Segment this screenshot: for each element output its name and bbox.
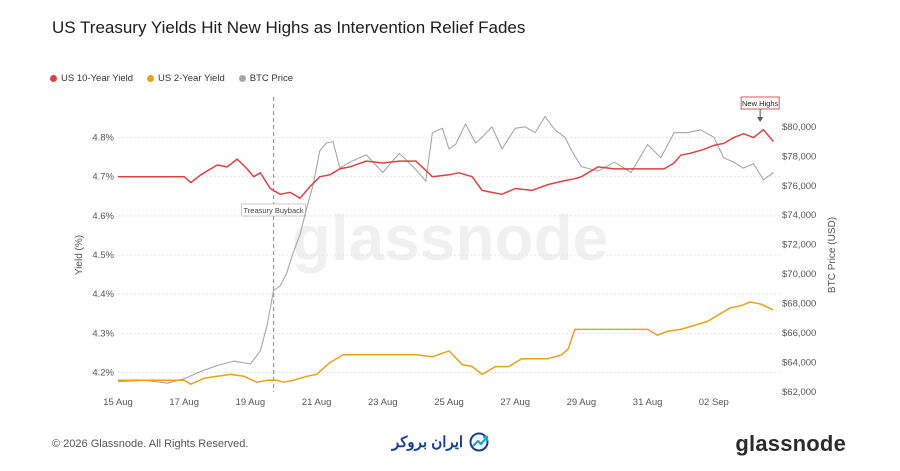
x-tick-label: 23 Aug	[368, 397, 398, 408]
legend-item-btc[interactable]: BTC Price	[238, 73, 294, 84]
left-tick-label: 4.4%	[92, 289, 114, 300]
right-tick-label: $62,000	[782, 387, 816, 398]
right-tick-label: $70,000	[782, 269, 816, 280]
right-axis-ticks: $62,000 $64,000 $66,000 $68,000 $70,000 $72,0…	[782, 122, 816, 398]
legend-dot-btc	[238, 75, 246, 82]
partner-logo[interactable]: ایران بروکر	[392, 432, 491, 452]
trend-arrow-icon	[469, 432, 489, 452]
series-lines	[117, 115, 774, 385]
annotations: Treasury Buyback New Highs	[241, 96, 780, 392]
annotation-arrowhead-new-highs	[757, 117, 764, 122]
annotation-label-new-highs: New Highs	[742, 99, 779, 108]
right-tick-label: $64,000	[782, 358, 816, 369]
x-tick-label: 02 Sep	[699, 397, 729, 408]
series-line-us-2-year-yield	[118, 301, 774, 385]
left-tick-label: 4.6%	[92, 211, 114, 222]
x-tick-label: 31 Aug	[633, 397, 663, 408]
left-tick-label: 4.8%	[92, 133, 114, 144]
left-tick-label: 4.7%	[92, 172, 114, 183]
x-tick-label: 19 Aug	[236, 397, 266, 408]
x-tick-label: 15 Aug	[103, 397, 133, 408]
right-tick-label: $80,000	[782, 122, 816, 133]
legend-label-10y: US 10-Year Yield	[61, 73, 134, 84]
right-axis-label: BTC Price (USD)	[827, 217, 838, 293]
left-axis-label: Yield (%)	[74, 235, 85, 275]
x-tick-label: 25 Aug	[434, 397, 464, 408]
legend-label-btc: BTC Price	[249, 73, 294, 84]
watermark-text: glassnode	[292, 202, 609, 274]
right-tick-label: $76,000	[782, 181, 816, 192]
x-tick-label: 27 Aug	[500, 397, 530, 408]
x-tick-label: 17 Aug	[169, 397, 199, 408]
series-line-btc-price	[117, 115, 774, 384]
series-line-us-10-year-yield	[118, 128, 774, 199]
right-tick-label: $72,000	[782, 240, 816, 251]
x-axis-ticks: 15 Aug 17 Aug 19 Aug 21 Aug 23 Aug 25 Aug 27 A…	[103, 397, 729, 408]
glassnode-logo[interactable]: glassnode	[735, 431, 846, 456]
legend-item-2y[interactable]: US 2-Year Yield	[147, 73, 225, 84]
right-tick-label: $78,000	[782, 151, 816, 162]
right-tick-label: $68,000	[782, 299, 816, 310]
legend-label-2y: US 2-Year Yield	[158, 73, 225, 84]
copyright-text: © 2026 Glassnode. All Rights Reserved.	[52, 438, 249, 450]
annotation-box-treasury-buyback	[241, 203, 306, 217]
legend-item-10y[interactable]: US 10-Year Yield	[50, 73, 133, 84]
annotation-label-treasury-buyback: Treasury Buyback	[243, 206, 303, 215]
left-tick-label: 4.5%	[92, 250, 114, 261]
left-tick-label: 4.2%	[92, 367, 114, 378]
x-tick-label: 21 Aug	[302, 397, 332, 408]
legend-dot-2y	[147, 75, 155, 82]
legend-dot-10y	[50, 75, 57, 82]
right-tick-label: $66,000	[782, 328, 816, 339]
legend: US 10-Year Yield US 2-Year Yield BTC Pri…	[50, 73, 293, 84]
chart-title: US Treasury Yields Hit New Highs as Inte…	[52, 18, 526, 37]
right-tick-label: $74,000	[782, 210, 816, 221]
left-tick-label: 4.3%	[92, 328, 114, 339]
x-tick-label: 29 Aug	[567, 397, 597, 408]
left-axis-ticks: 4.2% 4.3% 4.4% 4.5% 4.6% 4.7% 4.8%	[92, 133, 114, 379]
partner-logo-text: ایران بروکر	[392, 434, 464, 451]
